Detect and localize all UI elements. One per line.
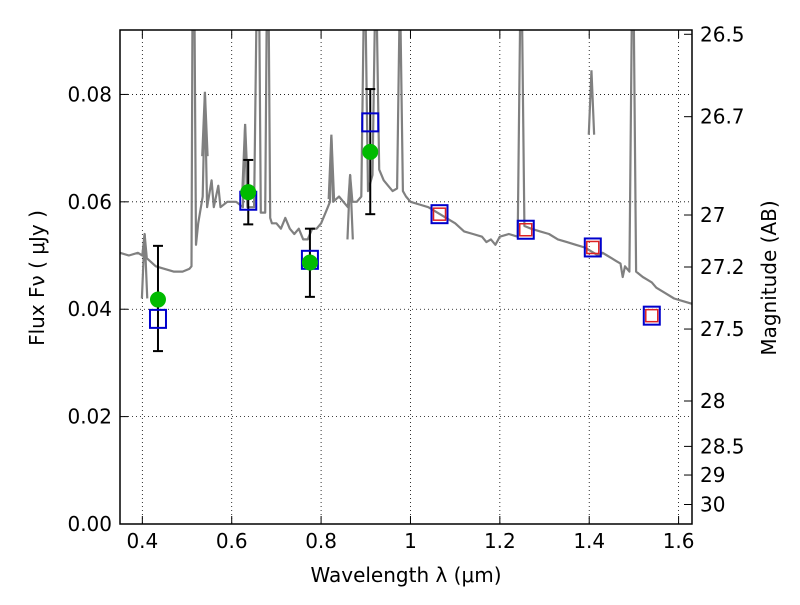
mag-tick-label: 27 — [700, 203, 725, 227]
model-square-blue — [361, 112, 380, 133]
ticks: 0.4 0.6 0.8 1 1.2 1.4 1.6 0.00 0.02 0.04 0.06 0.08 2… — [67, 22, 744, 553]
y-tick-label: 0.06 — [67, 190, 112, 214]
mag-tick-label: 26.7 — [700, 105, 745, 129]
model-square-blue — [148, 308, 167, 329]
spectrum-peak — [327, 134, 336, 200]
mag-tick-label: 27.5 — [700, 317, 745, 341]
spectrum-peak — [140, 233, 149, 299]
spectrum-peak — [587, 70, 596, 135]
mag-tick-label: 28.5 — [700, 434, 745, 458]
mag-tick-label: 26.5 — [700, 22, 745, 46]
model-square-red — [586, 240, 600, 255]
x-axis-label: Wavelength λ (μm) — [310, 563, 501, 587]
y-tick-label: 0.00 — [67, 512, 112, 536]
observed-point — [301, 254, 318, 271]
spectrum-peak — [241, 123, 249, 189]
x-tick-label: 0.4 — [126, 529, 158, 553]
y-tick-label: 0.08 — [67, 82, 112, 106]
x-tick-label: 1.6 — [663, 529, 695, 553]
model-square-blue — [642, 305, 661, 326]
y2-axis-label: Magnitude (AB) — [757, 200, 781, 355]
plot-area — [120, 30, 692, 353]
y-tick-label: 0.04 — [67, 297, 112, 321]
y-axis-label: Flux Fν ( μJy ) — [25, 210, 49, 346]
spectrum-line — [120, 30, 692, 305]
spectrum-peak — [201, 91, 209, 157]
spectrum-peak — [346, 174, 354, 240]
model-square-red — [432, 207, 447, 221]
mag-tick-label: 30 — [700, 493, 725, 517]
model-square-red — [645, 308, 659, 323]
x-tick-label: 0.8 — [305, 529, 337, 553]
model-square-blue — [516, 219, 535, 240]
x-tick-label: 1.2 — [484, 529, 516, 553]
mag-tick-label: 28 — [700, 389, 725, 413]
observed-point — [362, 143, 379, 160]
x-tick-label: 1.4 — [573, 529, 605, 553]
x-tick-label: 1 — [404, 529, 417, 553]
mag-tick-label: 27.2 — [700, 255, 745, 279]
model-square-red — [519, 222, 533, 237]
observed-point — [240, 184, 257, 201]
plot-frame — [119, 29, 693, 525]
y-tick-label: 0.02 — [67, 405, 112, 429]
x-tick-label: 0.6 — [216, 529, 248, 553]
mag-tick-label: 29 — [700, 463, 725, 487]
model-square-blue — [583, 237, 602, 258]
model-square-blue — [430, 204, 449, 225]
observed-point — [149, 291, 166, 308]
